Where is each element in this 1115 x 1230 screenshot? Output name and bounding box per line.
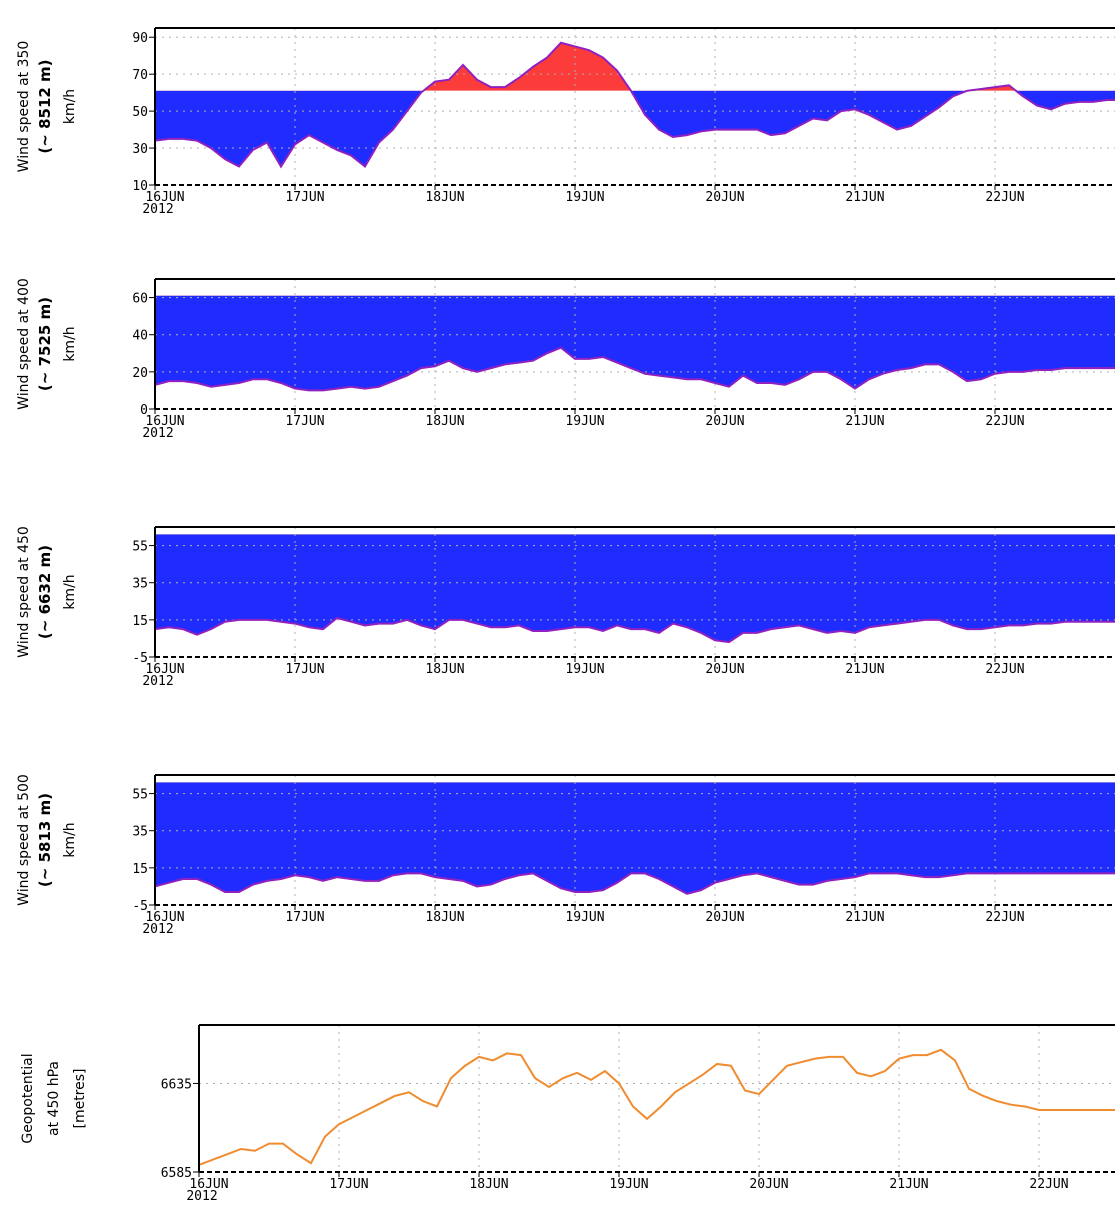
y-axis-unit: km/h	[62, 822, 78, 857]
x-tick-label: 22JUN	[985, 910, 1024, 925]
y-tick-label: 55	[132, 788, 148, 803]
x-tick-label: 19JUN	[565, 190, 604, 205]
x-tick-label: 20JUN	[705, 190, 744, 205]
y-tick-label: 55	[132, 540, 148, 555]
x-tick-label: 19JUN	[565, 910, 604, 925]
y-axis-unit: km/h	[62, 326, 78, 361]
series-line	[155, 872, 1115, 895]
x-year-label: 2012	[186, 1189, 217, 1204]
x-year-label: 2012	[142, 922, 173, 937]
panel-1: 10 30 50 70 90 16JUN 17JUN 18JUN 19JUN 20JUN 21JUN…	[16, 27, 1115, 217]
x-tick-label: 20JUN	[705, 414, 744, 429]
plot-area	[155, 527, 1115, 657]
series-line	[155, 616, 1115, 644]
x-tick-label: 16JUN	[145, 414, 184, 429]
x-tick-label: 18JUN	[469, 1177, 508, 1192]
x-tick-label: 19JUN	[565, 414, 604, 429]
panel-5: 6585 6635 16JUN 17JUN 18JUN 19JUN 20JUN 21JUN 22…	[20, 1024, 1115, 1204]
x-tick-label: 17JUN	[329, 1177, 368, 1192]
x-tick-label: 17JUN	[285, 910, 324, 925]
plot-area	[155, 775, 1115, 905]
y-tick-label: -5	[132, 651, 148, 666]
x-tick-label: 21JUN	[889, 1177, 928, 1192]
x-tick-label: 18JUN	[425, 662, 464, 677]
x-year-label: 2012	[142, 674, 173, 689]
plot-area	[199, 1025, 1115, 1172]
x-tick-label: 22JUN	[1029, 1177, 1068, 1192]
below-series-fill	[155, 618, 1115, 657]
y-axis-title: Geopotential	[20, 1053, 36, 1143]
x-tick-label: 22JUN	[985, 190, 1024, 205]
x-year-label: 2012	[142, 426, 173, 441]
y-tick-label: 6635	[161, 1077, 192, 1092]
series-line	[155, 346, 1115, 392]
plot-area	[155, 279, 1115, 409]
panel-3: -5 15 35 55 16JUN 17JUN 18JUN 19JUN 20JUN 21JUN 22…	[16, 526, 1115, 689]
panel-4: -5 15 35 55 16JUN 17JUN 18JUN 19JUN 20JUN 21JUN 22…	[16, 774, 1115, 937]
y-axis-altitude: (~ 7525 m)	[36, 297, 54, 391]
series-line	[199, 1048, 1115, 1166]
x-tick-label: 17JUN	[285, 190, 324, 205]
y-axis-title: Wind speed at 400	[16, 278, 32, 410]
plot-area	[155, 28, 1115, 185]
y-tick-label: 90	[132, 31, 148, 46]
series-line	[155, 41, 1115, 169]
y-tick-label: 0	[140, 403, 148, 418]
y-tick-label: 70	[132, 68, 148, 83]
x-tick-label: 16JUN	[145, 662, 184, 677]
y-axis-unit: [metres]	[72, 1068, 88, 1128]
y-tick-label: 20	[132, 366, 148, 381]
x-tick-label: 18JUN	[425, 190, 464, 205]
x-tick-label: 17JUN	[285, 414, 324, 429]
x-tick-label: 19JUN	[565, 662, 604, 677]
y-axis-unit: km/h	[62, 89, 78, 124]
panel-2: 0 20 40 60 16JUN 17JUN 18JUN 19JUN 20JUN 21JUN 22J…	[16, 278, 1115, 441]
y-axis-title: Wind speed at 350	[16, 41, 32, 173]
y-tick-label: 30	[132, 142, 148, 157]
x-tick-label: 21JUN	[845, 910, 884, 925]
y-tick-label: 50	[132, 105, 148, 120]
x-tick-label: 22JUN	[985, 414, 1024, 429]
below-series-fill	[155, 42, 1115, 185]
x-tick-label: 18JUN	[425, 910, 464, 925]
x-tick-label: 21JUN	[845, 190, 884, 205]
y-tick-label: 6585	[161, 1166, 192, 1181]
x-tick-label: 20JUN	[705, 662, 744, 677]
x-tick-label: 16JUN	[145, 190, 184, 205]
below-series-fill	[155, 347, 1115, 409]
x-tick-label: 21JUN	[845, 662, 884, 677]
y-tick-label: 60	[132, 292, 148, 307]
x-tick-label: 20JUN	[749, 1177, 788, 1192]
y-axis-altitude: (~ 5813 m)	[36, 793, 54, 887]
y-tick-label: 35	[132, 577, 148, 592]
y-axis-title: Wind speed at 450	[16, 526, 32, 658]
y-tick-label: -5	[132, 899, 148, 914]
y-tick-label: 40	[132, 329, 148, 344]
x-tick-label: 20JUN	[705, 910, 744, 925]
below-series-fill	[155, 873, 1115, 905]
x-year-label: 2012	[142, 202, 173, 217]
x-tick-label: 21JUN	[845, 414, 884, 429]
x-tick-label: 18JUN	[425, 414, 464, 429]
x-tick-label: 22JUN	[985, 662, 1024, 677]
x-tick-label: 17JUN	[285, 662, 324, 677]
y-axis-altitude: (~ 8512 m)	[36, 59, 54, 153]
x-tick-label: 16JUN	[189, 1177, 228, 1192]
y-axis-title-line2: at 450 hPa	[46, 1061, 62, 1136]
y-tick-label: 35	[132, 825, 148, 840]
x-tick-label: 16JUN	[145, 910, 184, 925]
x-tick-label: 19JUN	[609, 1177, 648, 1192]
y-axis-title: Wind speed at 500	[16, 774, 32, 906]
y-tick-label: 15	[132, 862, 148, 877]
y-tick-label: 15	[132, 614, 148, 629]
y-tick-label: 10	[132, 179, 148, 194]
y-axis-altitude: (~ 6632 m)	[36, 545, 54, 639]
y-axis-unit: km/h	[62, 574, 78, 609]
